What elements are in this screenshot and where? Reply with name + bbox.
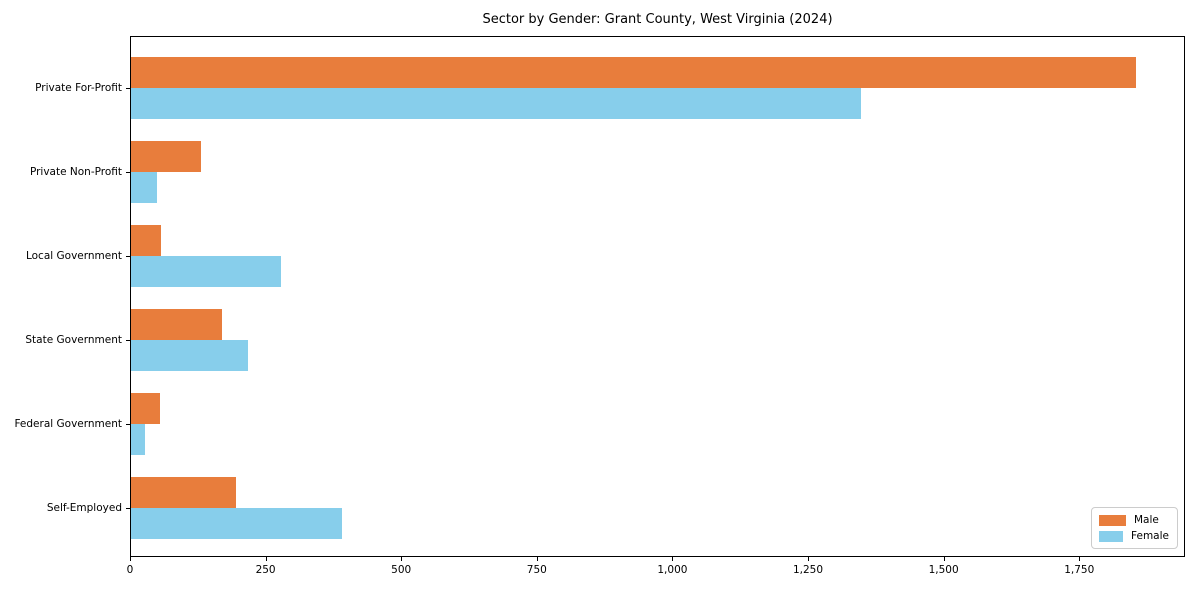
x-tick-250 — [265, 557, 267, 561]
x-axis-label-250: 250 — [255, 564, 276, 576]
x-axis-label-1500: 1,500 — [928, 564, 959, 576]
legend-label-female: Female — [1131, 530, 1169, 542]
x-axis-label-1750: 1,750 — [1064, 564, 1095, 576]
y-tick-private-for-profit — [126, 88, 130, 89]
legend-item-male: Male — [1099, 513, 1169, 527]
bar-female-state-government — [131, 340, 249, 371]
y-axis-label-private-non-profit: Private Non-Profit — [29, 166, 122, 178]
x-tick-1250 — [808, 557, 810, 561]
x-tick-1000 — [672, 557, 674, 561]
y-tick-self-employed — [126, 508, 130, 509]
bar-female-private-non-profit — [131, 172, 158, 203]
x-axis-label-750: 750 — [526, 564, 547, 576]
x-tick-1500 — [943, 557, 945, 561]
x-axis-label-0: 0 — [126, 564, 134, 576]
y-tick-federal-government — [126, 424, 130, 425]
x-tick-500 — [401, 557, 403, 561]
y-axis-label-local-government: Local Government — [25, 250, 122, 262]
x-axis-label-1000: 1,000 — [657, 564, 688, 576]
x-tick-750 — [536, 557, 538, 561]
bar-female-federal-government — [131, 424, 146, 455]
legend-swatch-female — [1099, 530, 1124, 542]
x-tick-1750 — [1079, 557, 1081, 561]
y-tick-state-government — [126, 340, 130, 341]
bar-male-state-government — [131, 309, 222, 340]
x-tick-0 — [130, 557, 131, 561]
legend: Male Female — [1091, 507, 1178, 549]
legend-swatch-male — [1099, 514, 1126, 526]
bar-male-private-for-profit — [131, 57, 1137, 88]
y-axis-label-private-for-profit: Private For-Profit — [35, 82, 122, 94]
legend-item-female: Female — [1099, 529, 1169, 543]
x-axis-label-1250: 1,250 — [792, 564, 824, 576]
plot-area — [130, 36, 1185, 557]
x-axis-label-500: 500 — [391, 564, 412, 576]
y-axis-label-federal-government: Federal Government — [14, 418, 122, 430]
y-axis-label-state-government: State Government — [25, 334, 122, 346]
y-axis-label-self-employed: Self-Employed — [46, 502, 122, 514]
bar-female-local-government — [131, 256, 281, 287]
y-tick-private-non-profit — [126, 172, 130, 173]
bar-female-self-employed — [131, 508, 342, 539]
y-tick-local-government — [126, 256, 130, 257]
legend-label-male: Male — [1134, 514, 1159, 526]
bar-male-local-government — [131, 225, 162, 256]
bar-female-private-for-profit — [131, 88, 862, 119]
bar-male-private-non-profit — [131, 141, 202, 172]
bar-male-federal-government — [131, 393, 160, 424]
bar-male-self-employed — [131, 477, 236, 508]
chart-title: Sector by Gender: Grant County, West Vir… — [482, 12, 833, 27]
